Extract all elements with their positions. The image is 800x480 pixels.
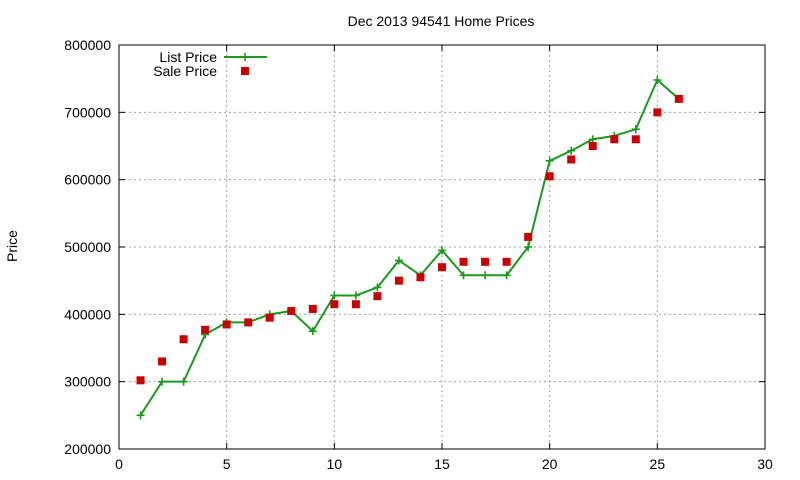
list-price-point [179, 377, 188, 386]
sale-price-point [222, 320, 231, 329]
list-price-point [351, 291, 360, 300]
y-tick-label: 500000 [64, 239, 111, 255]
sale-price-point [502, 257, 511, 266]
sale-price-point [653, 108, 662, 117]
sale-price-point [545, 172, 554, 181]
sale-price-point [610, 135, 619, 144]
y-axis-label: Price [4, 230, 20, 262]
sale-price-point [394, 276, 403, 285]
legend-list-price-sample [224, 53, 267, 61]
sale-price-point [201, 325, 210, 334]
sale-price-point [158, 357, 167, 366]
list-price-point [524, 243, 533, 251]
list-price-point [330, 291, 339, 300]
sale-price-point [244, 318, 253, 327]
x-tick-label: 10 [327, 456, 343, 472]
x-tick-label: 15 [434, 456, 450, 472]
sale-price-point [330, 300, 339, 309]
legend-sale-price-sample [241, 67, 249, 75]
plot-frame [118, 44, 766, 450]
y-tick-label: 600000 [64, 172, 111, 188]
x-tick-label: 30 [757, 456, 773, 472]
sale-price-point [179, 335, 188, 344]
sale-price-point [674, 94, 683, 103]
y-tick-label: 800000 [64, 37, 111, 53]
list-price-point [459, 271, 468, 280]
list-price-point [394, 256, 403, 265]
list-price-point [373, 283, 382, 292]
legend: List Price Sale Price [153, 49, 267, 79]
sale-price-point [438, 263, 446, 272]
y-tick-label: 200000 [64, 441, 111, 457]
list-price-point [158, 377, 167, 386]
list-price-point [588, 135, 597, 144]
list-price-point [308, 327, 317, 336]
list-price-point [567, 146, 576, 155]
tick-layer: 0 5 10 15 20 25 30 200000 300000 400000 500000 6000… [64, 37, 773, 472]
list-price-point [653, 76, 662, 85]
list-price-point [502, 271, 511, 280]
y-tick-label: 300000 [64, 374, 111, 390]
sale-price-point [308, 304, 317, 313]
list-price-point [438, 246, 446, 255]
sale-price-point [567, 155, 576, 164]
legend-label-sale-price: Sale Price [153, 63, 217, 79]
y-tick-label: 700000 [64, 104, 111, 120]
legend-list-marker [241, 53, 249, 61]
legend-sale-marker [241, 67, 249, 75]
sale-price-point [287, 306, 296, 315]
legend-label-list-price: List Price [159, 49, 217, 65]
x-tick-label: 20 [542, 456, 558, 472]
sale-price-point [588, 142, 597, 150]
list-price-point [631, 125, 640, 134]
x-tick-label: 0 [115, 456, 123, 472]
sale-price-point [459, 257, 468, 266]
x-tick-label: 5 [223, 456, 231, 472]
sale-price-point [265, 313, 274, 322]
x-tick-label: 25 [650, 456, 666, 472]
sale-price-point [136, 376, 145, 385]
sale-price-point [416, 273, 425, 282]
list-price-point [545, 156, 554, 165]
list-price-point [481, 271, 490, 280]
sale-price-point [631, 135, 640, 144]
list-price-point [136, 411, 145, 420]
y-tick-label: 400000 [64, 306, 111, 322]
sale-price-point [481, 257, 490, 266]
sale-price-point [373, 292, 382, 301]
sale-price-point [524, 232, 533, 241]
list-price-line [139, 78, 680, 416]
series-layer [136, 76, 683, 420]
chart-title: Dec 2013 94541 Home Prices [348, 13, 535, 29]
sale-price-point [351, 300, 360, 309]
